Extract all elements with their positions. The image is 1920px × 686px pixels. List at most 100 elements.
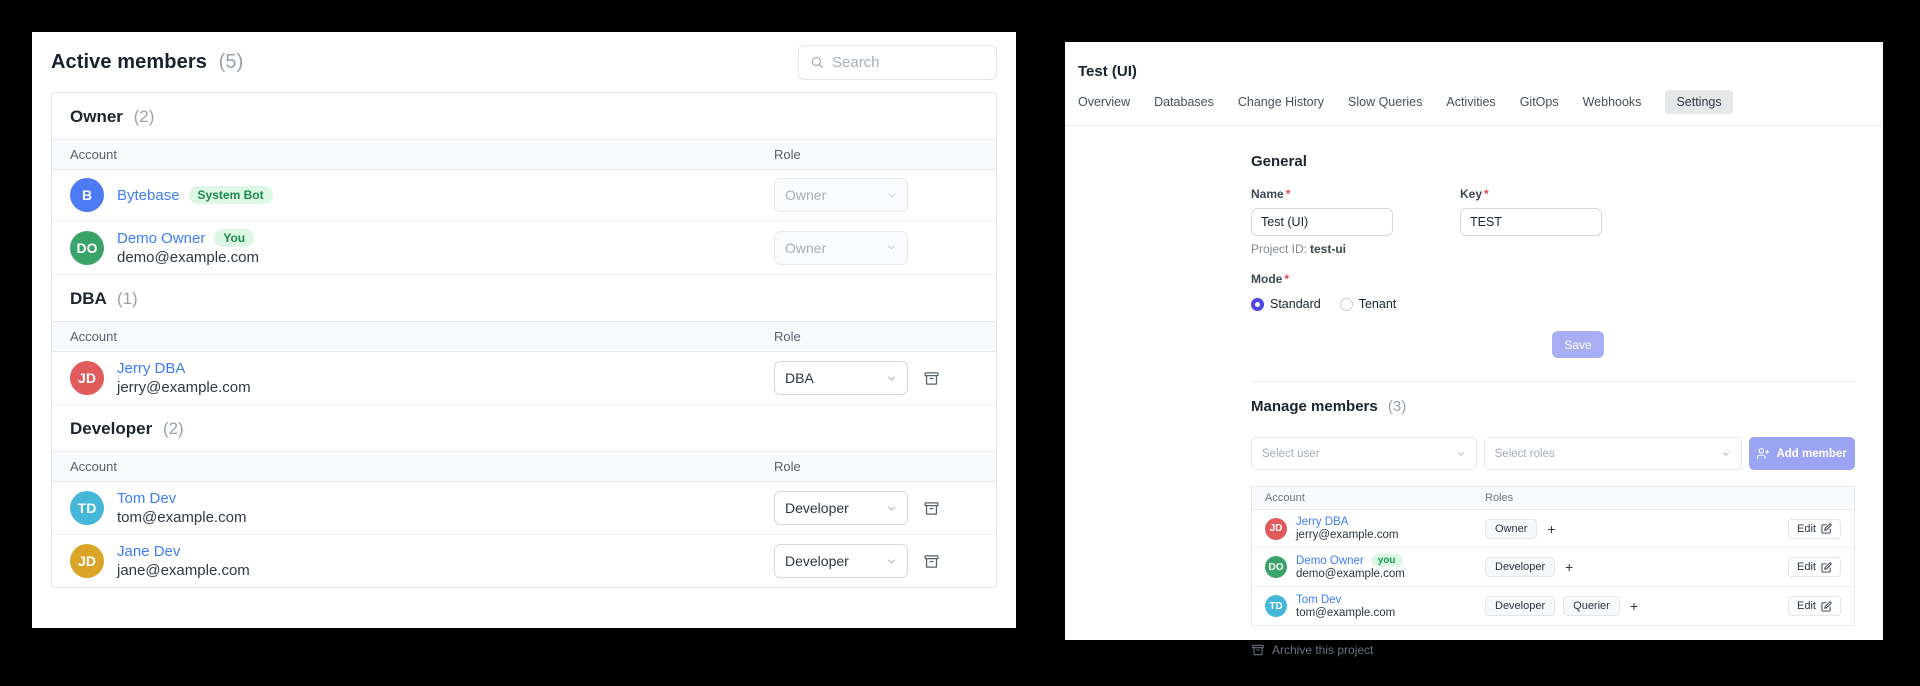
archive-icon (1251, 643, 1265, 657)
select-roles-dropdown[interactable]: Select roles (1483, 437, 1743, 470)
radio-tenant[interactable]: Tenant (1339, 297, 1396, 311)
add-member-button[interactable]: Add member (1749, 437, 1855, 470)
chevron-down-icon (886, 190, 897, 201)
role-tag: Developer (1485, 557, 1556, 577)
edit-button[interactable]: Edit (1788, 596, 1841, 616)
required-mark: * (1284, 272, 1290, 286)
members-table-header: Account Roles (1252, 487, 1854, 510)
general-heading: General (1251, 153, 1307, 170)
name-field-group: Name* Project ID:test-ui (1251, 187, 1393, 256)
section-name: DBA (70, 289, 107, 308)
member-name-link[interactable]: Tom Dev (1296, 593, 1342, 606)
project-settings-panel: Test (UI) Overview Databases Change Hist… (1065, 42, 1883, 657)
chevron-down-icon (886, 503, 897, 514)
save-button[interactable]: Save (1552, 331, 1604, 358)
tab-slow-queries[interactable]: Slow Queries (1348, 95, 1423, 109)
tab-settings[interactable]: Settings (1665, 90, 1733, 114)
edit-button[interactable]: Edit (1788, 518, 1841, 539)
tab-webhooks[interactable]: Webhooks (1582, 95, 1642, 109)
archive-icon (923, 500, 940, 517)
members-count: (3) (1387, 398, 1407, 415)
archive-icon (923, 553, 940, 570)
manage-members-heading: Manage members (3) (1251, 398, 1407, 415)
account-column-header: Account (70, 459, 117, 474)
chevron-down-icon (886, 556, 897, 567)
mode-radio-group: Standard Tenant (1251, 297, 1855, 311)
role-select-value: DBA (785, 370, 814, 386)
member-count: (5) (218, 50, 244, 73)
section-count: (2) (133, 107, 155, 126)
role-select-value: Developer (785, 553, 849, 569)
required-mark: * (1484, 187, 1489, 201)
member-name-link[interactable]: Jane Dev (117, 543, 181, 560)
member-email: jerry@example.com (1296, 529, 1399, 541)
role-select[interactable]: DBA (774, 361, 908, 395)
tab-gitops[interactable]: GitOps (1519, 95, 1559, 109)
archive-project-action[interactable]: Archive this project (1251, 643, 1855, 657)
tab-change-history[interactable]: Change History (1237, 95, 1325, 109)
name-label: Name * (1251, 187, 1291, 201)
edit-button[interactable]: Edit (1788, 557, 1841, 577)
role-column-header: Role (774, 459, 801, 474)
account-column-header: Account (70, 147, 117, 162)
section-developer-heading: Developer (2) (52, 405, 996, 452)
add-role-button[interactable]: + (1629, 598, 1639, 614)
role-select[interactable]: Owner (774, 178, 908, 212)
radio-selected-icon (1251, 297, 1264, 311)
add-role-button[interactable]: + (1547, 520, 1556, 537)
member-email: demo@example.com (1296, 568, 1405, 580)
tab-activities[interactable]: Activities (1446, 95, 1496, 109)
role-tag: Owner (1485, 518, 1538, 539)
member-row-jane: JD Jane Dev jane@example.com Developer (52, 535, 996, 587)
account-column-header: Account (1265, 492, 1305, 504)
role-select[interactable]: Owner (774, 230, 908, 265)
select-user-dropdown[interactable]: Select user (1251, 437, 1477, 470)
add-member-controls: Select user Select roles Add member (1251, 437, 1855, 470)
member-name-link[interactable]: Tom Dev (117, 490, 177, 507)
pencil-icon (1821, 600, 1832, 612)
key-input[interactable] (1460, 208, 1602, 236)
avatar: DO (70, 230, 104, 265)
member-name-link[interactable]: Demo Owner (1296, 554, 1364, 567)
column-header-row: Account Role (52, 140, 996, 170)
person-plus-icon (1757, 447, 1770, 460)
avatar: JD (1265, 517, 1287, 540)
active-members-panel: Active members (5) Owner (2) Account Rol… (32, 32, 1016, 628)
member-email: jerry@example.com (117, 379, 251, 396)
active-members-header: Active members (5) (32, 32, 1016, 92)
member-name-link[interactable]: Demo Owner (117, 229, 206, 247)
section-name: Developer (70, 419, 153, 438)
role-select-value: Owner (785, 239, 827, 256)
remove-member-button[interactable] (923, 370, 940, 387)
remove-member-button[interactable] (923, 500, 940, 517)
avatar: DO (1265, 556, 1287, 578)
tab-databases[interactable]: Databases (1154, 95, 1214, 109)
you-badge: You (214, 229, 255, 247)
name-input[interactable] (1251, 208, 1393, 236)
remove-member-button[interactable] (923, 553, 940, 570)
avatar: B (70, 178, 104, 212)
role-select[interactable]: Developer (774, 544, 908, 578)
search-box[interactable] (798, 44, 997, 80)
member-name-link[interactable]: Jerry DBA (117, 360, 186, 377)
system-bot-badge: System Bot (188, 186, 273, 204)
avatar: TD (70, 491, 104, 525)
pencil-icon (1821, 561, 1832, 573)
add-role-button[interactable]: + (1565, 559, 1574, 575)
page-title-text: Active members (51, 50, 207, 73)
member-name-link[interactable]: Jerry DBA (1296, 516, 1349, 528)
project-id: Project ID: test-ui (1251, 242, 1347, 256)
project-title: Test (UI) (1078, 63, 1137, 80)
search-input[interactable] (832, 53, 972, 71)
role-select[interactable]: Developer (774, 491, 908, 525)
tab-overview[interactable]: Overview (1078, 95, 1131, 109)
radio-standard[interactable]: Standard (1251, 297, 1321, 311)
section-name: Owner (70, 107, 123, 126)
required-mark: * (1285, 187, 1291, 201)
section-count: (1) (116, 289, 138, 308)
members-list: Owner (2) Account Role B Bytebase System… (51, 92, 997, 588)
member-name-link[interactable]: Bytebase (117, 186, 180, 204)
members-table: Account Roles JD Jerry DBA jerry@example… (1251, 486, 1855, 626)
member-email: jane@example.com (117, 562, 250, 579)
table-row-tom: TD Tom Dev tom@example.com Developer Que… (1252, 587, 1854, 625)
